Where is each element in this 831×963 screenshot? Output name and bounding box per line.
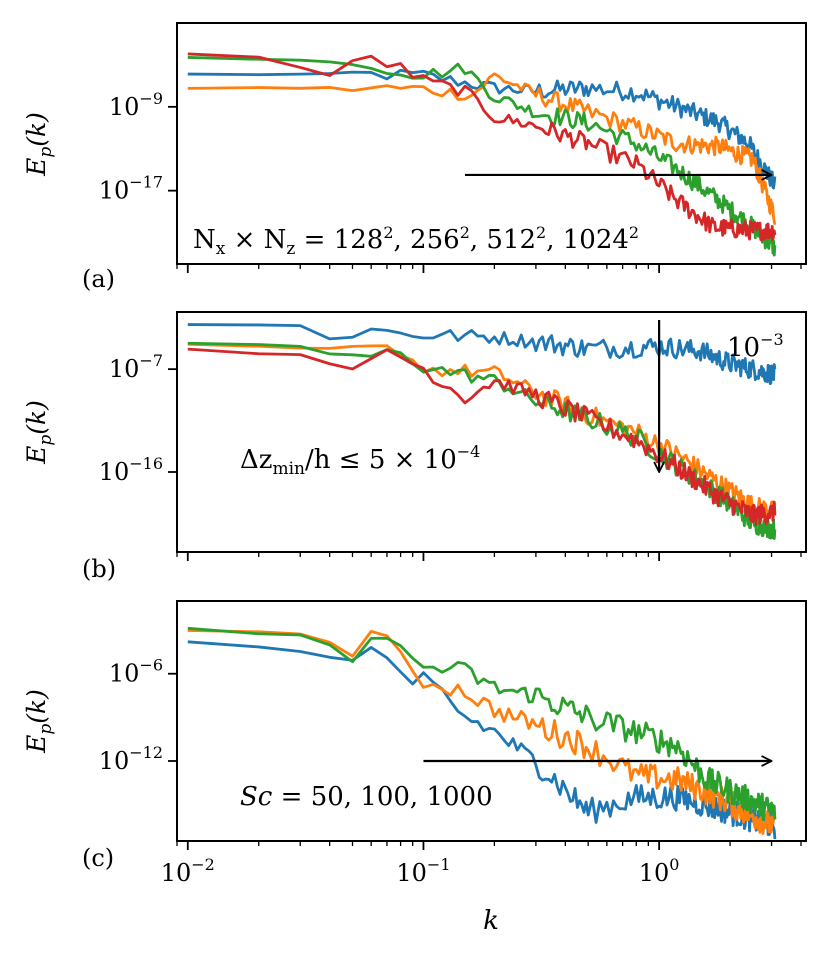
series-line-1	[187, 640, 777, 840]
axes-frame	[176, 311, 807, 553]
y-axis-label: Ep(k)	[22, 112, 56, 177]
x-tick-label: 100	[639, 855, 680, 887]
y-axis-label: Ep(k)	[22, 689, 56, 754]
annotation: Sc = 50, 100, 1000	[240, 782, 493, 812]
annotation: Δzmin/h ≤ 5 × 10−4	[240, 442, 480, 479]
y-tick-label: 10−16	[99, 454, 163, 486]
axes-frame	[176, 600, 807, 842]
series-line-4	[187, 347, 777, 527]
series-line-2	[187, 72, 777, 225]
series-line-2	[187, 629, 777, 835]
y-axis-label: Ep(k)	[22, 400, 56, 465]
x-tick-label: 10−2	[161, 855, 215, 887]
panel-label: (c)	[82, 844, 114, 872]
series-line-1	[187, 68, 777, 190]
panel-label: (a)	[82, 265, 115, 293]
y-tick-label: 10−6	[109, 656, 163, 688]
x-tick-label: 10−1	[396, 855, 450, 887]
annotation: Nx × Nz = 1282, 2562, 5122, 10242	[193, 223, 639, 259]
annotation-reference: 10−3	[727, 330, 784, 363]
series-line-1	[187, 323, 777, 386]
y-tick-label: 10−17	[99, 173, 163, 205]
x-axis-label: k	[483, 906, 499, 936]
y-tick-label: 10−9	[109, 89, 163, 121]
y-tick-label: 10−12	[99, 743, 163, 775]
series-line-4	[187, 52, 777, 242]
y-tick-label: 10−7	[109, 351, 163, 383]
axes-frame	[176, 22, 807, 265]
panel-b: 10−710−16 Ep(k) Δzmin/h ≤ 5 × 10−4 10−3 …	[22, 311, 807, 583]
panel-c: 10−2 10−1 100 10−6 10−12 Ep(k) Sc = 50, 100,…	[22, 600, 807, 887]
series-line-3	[187, 341, 777, 540]
panel-label: (b)	[82, 555, 116, 583]
panel-a: 10−9 10−17 Ep(k) Nx × Nz = 1282, 2562, 51…	[22, 22, 807, 293]
series-line-2	[187, 342, 777, 521]
series-line-3	[187, 626, 777, 821]
